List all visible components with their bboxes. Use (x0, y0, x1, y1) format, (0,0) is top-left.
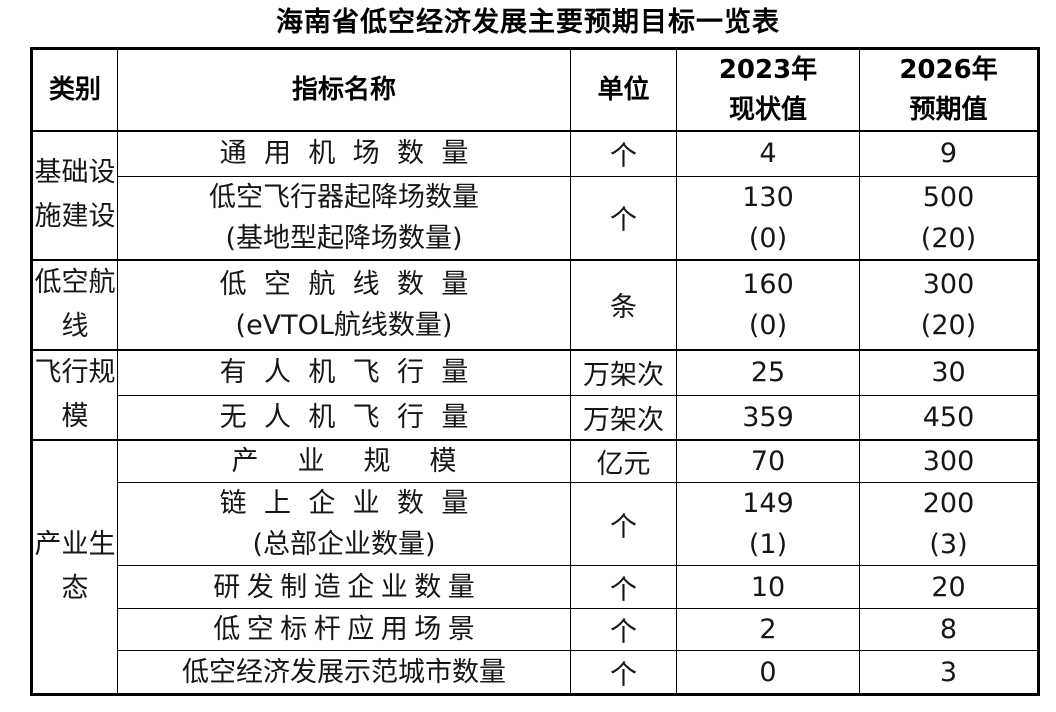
indicator-cell: 低空航线数量 (eVTOL航线数量) (117, 258, 571, 350)
indicator-cell: 通用机场数量 (117, 130, 571, 177)
indicator-cell: 低空标杆应用场景 (117, 608, 571, 651)
header-2026: 2026年 预期值 (859, 48, 1039, 132)
table-row: 产业生态 产业规模 亿元 70 300 (31, 438, 1039, 695)
header-2023: 2023年 现状值 (676, 48, 860, 132)
table-body: 基础设施建设 通用机场数量个 4 9 低空飞行器起降场数量 (基地型起降场数量) 个 130(… (31, 130, 1039, 695)
unit-cell: 个 (570, 130, 677, 177)
table-header: 类别 指标名称 单位 2023年 现状值 2026年 预期值 (31, 48, 1039, 132)
table-row: 研发制造企业数量个 10 20 (32, 565, 1039, 609)
unit-cell: 个 (570, 650, 677, 695)
value-2023-cell: 2 (676, 608, 860, 651)
value-2026-cell: 500 (20) (859, 175, 1039, 260)
unit-cell: 万架次 (570, 348, 677, 396)
header-category: 类别 (31, 48, 118, 132)
value-2023-cell: 160 (0) (676, 258, 860, 350)
indicator-cell: 低空飞行器起降场数量 (基地型起降场数量) (117, 175, 571, 260)
value-2026-cell: 30 (859, 348, 1039, 396)
category-cell: 低空航线 (31, 258, 118, 350)
indicator-cell: 产业规模 (117, 438, 571, 483)
category-cell: 产业生态 (31, 438, 118, 695)
unit-cell: 个 (570, 608, 677, 651)
value-2026-cell: 8 (859, 608, 1039, 651)
value-2023-cell: 149 (1) (676, 482, 860, 566)
value-2023-cell: 25 (676, 348, 860, 396)
indicator-cell: 研发制造企业数量 (117, 565, 571, 609)
table-row: 低空飞行器起降场数量 (基地型起降场数量) 个 130 (0) 500 (20) (32, 175, 1039, 260)
value-2023-cell: 130 (0) (676, 175, 860, 260)
value-2026-cell: 450 (859, 394, 1039, 441)
value-2026-cell: 20 (859, 565, 1039, 609)
table-row: 无人机飞行量 万架次 359 450 (32, 394, 1039, 441)
value-2023-cell: 4 (676, 130, 860, 177)
unit-cell: 个 (570, 565, 677, 609)
value-2023-cell: 10 (676, 565, 860, 609)
table-row: 低空标杆应用场景个 2 8 (32, 608, 1039, 651)
table-row: 低空航线 低空航线数量 (eVTOL航线数量) 条 160 (0) 300 (20) (31, 258, 1039, 350)
table-row: 低空经济发展示范城市数量个 0 3 (32, 650, 1039, 695)
table-row: 基础设施建设 通用机场数量个 4 9 (31, 130, 1039, 260)
unit-cell: 个 (570, 175, 677, 260)
indicator-cell: 无人机飞行量 (117, 394, 571, 441)
value-2023-cell: 0 (676, 650, 860, 695)
indicator-cell: 链上企业数量 (总部企业数量) (117, 482, 571, 566)
unit-cell: 条 (570, 258, 677, 350)
value-2026-cell: 200 (3) (859, 482, 1039, 566)
table-row: 链上企业数量 (总部企业数量) 个 149 (1) 200 (3) (32, 482, 1039, 566)
value-2023-cell: 359 (676, 394, 860, 441)
value-2026-cell: 3 (859, 650, 1039, 695)
value-2026-cell: 300 (20) (859, 258, 1039, 350)
unit-cell: 亿元 (570, 438, 677, 483)
header-indicator: 指标名称 (117, 48, 571, 132)
page-title: 海南省低空经济发展主要预期目标一览表 (276, 7, 780, 38)
value-2026-cell: 300 (859, 438, 1039, 483)
value-2026-cell: 9 (859, 130, 1039, 177)
unit-cell: 万架次 (570, 394, 677, 441)
indicator-cell: 有人机飞行量 (117, 348, 571, 396)
table-row: 飞行规模 有人机飞行量 万架次 25 30 (31, 348, 1039, 440)
unit-cell: 个 (570, 482, 677, 566)
targets-table: 类别 指标名称 单位 2023年 现状值 2026年 预期值 基础设施建设 通用机场数量个 4 9… (30, 47, 1040, 696)
indicator-cell: 低空经济发展示范城市数量 (117, 650, 571, 695)
category-cell: 基础设施建设 (31, 130, 118, 260)
header-unit: 单位 (570, 48, 677, 132)
value-2023-cell: 70 (676, 438, 860, 483)
category-cell: 飞行规模 (31, 348, 118, 440)
